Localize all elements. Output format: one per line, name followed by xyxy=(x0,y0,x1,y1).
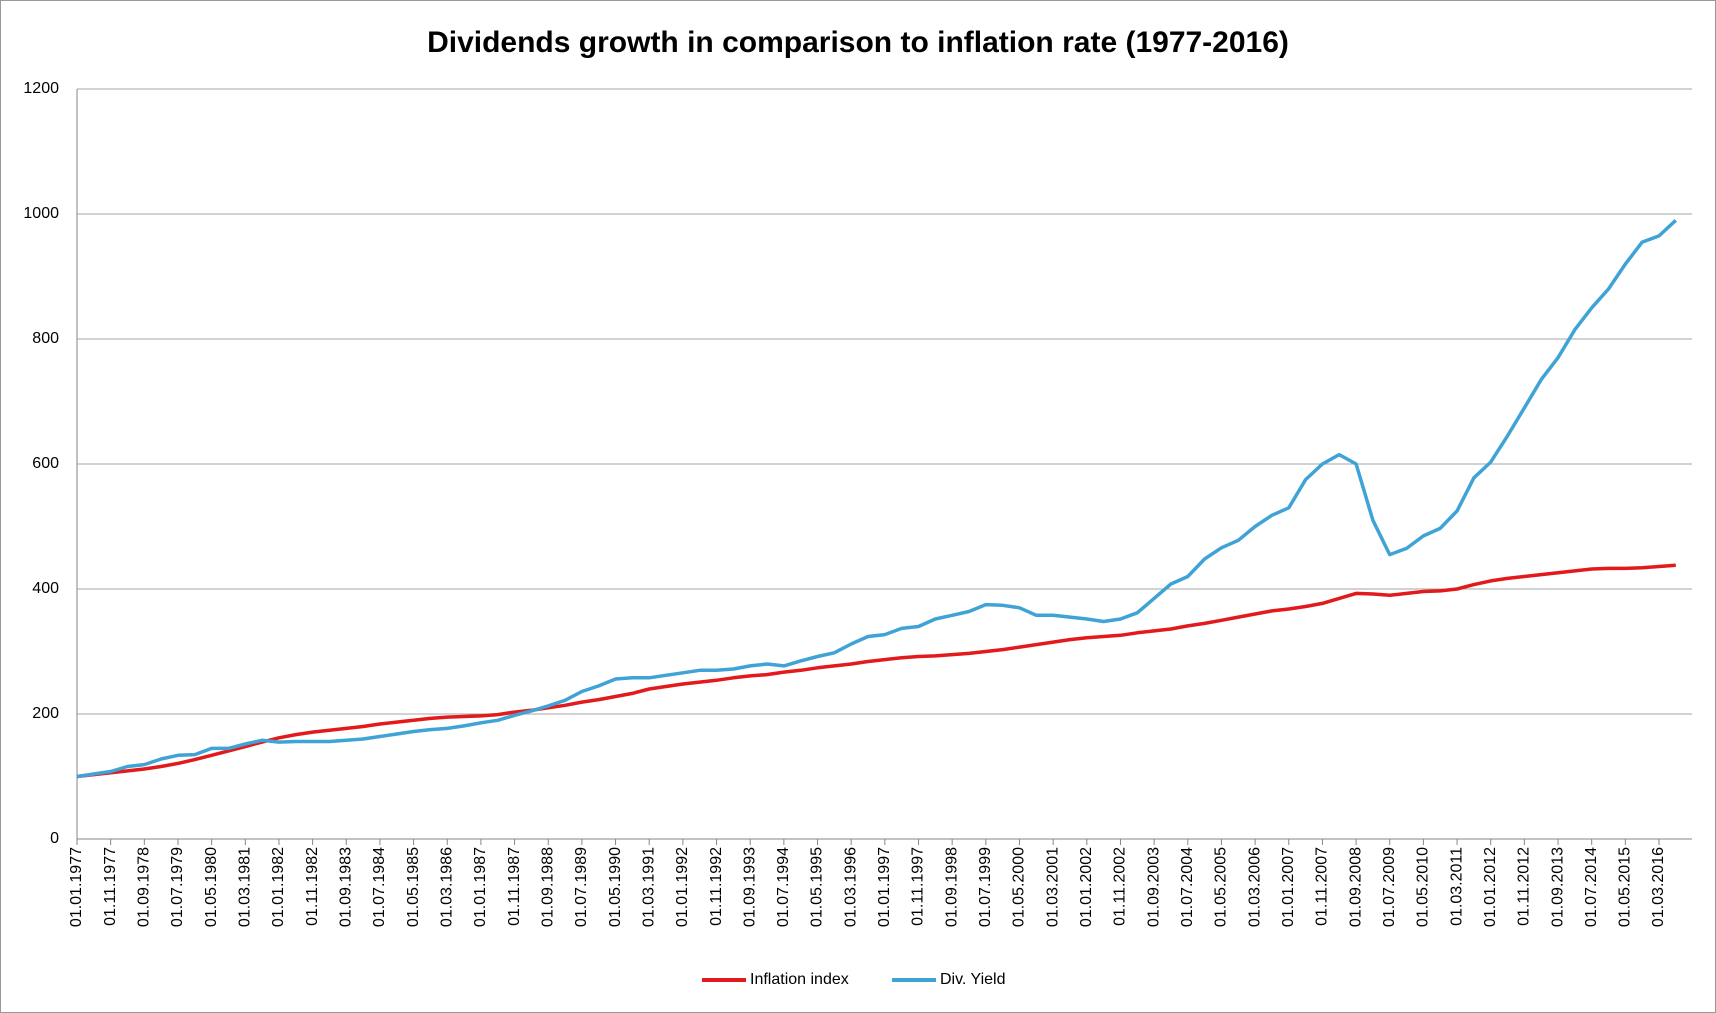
x-tick-label: 01.03.1996 xyxy=(842,847,859,927)
x-tick-label: 01.05.1990 xyxy=(607,847,624,927)
x-tick-label: 01.07.1984 xyxy=(371,847,388,927)
x-tick-label: 01.11.1992 xyxy=(708,847,725,926)
x-tick-label: 01.07.1989 xyxy=(573,847,590,927)
x-tick-label: 01.01.1997 xyxy=(876,847,893,927)
series-line xyxy=(76,219,1677,779)
x-tick-label: 01.11.1987 xyxy=(506,847,523,926)
x-tick-label: 01.03.2016 xyxy=(1650,847,1667,927)
legend-label: Inflation index xyxy=(750,971,849,988)
x-tick-label: 01.07.2014 xyxy=(1583,847,1600,927)
legend-label: Div. Yield xyxy=(940,971,1006,988)
x-tick-label: 01.05.2015 xyxy=(1617,847,1634,927)
x-tick-label: 01.05.2010 xyxy=(1415,847,1432,927)
x-tick-label: 01.09.2003 xyxy=(1145,847,1162,927)
y-tick-label: 0 xyxy=(50,830,59,847)
x-tick-label: 01.07.1994 xyxy=(775,847,792,927)
x-tick-label: 01.01.2007 xyxy=(1280,847,1297,927)
x-tick-label: 01.01.2012 xyxy=(1482,847,1499,927)
chart-title: Dividends growth in comparison to inflat… xyxy=(427,26,1289,59)
x-tick-label: 01.05.2005 xyxy=(1213,847,1230,927)
x-tick-label: 01.09.2008 xyxy=(1347,847,1364,927)
x-tick-label: 01.03.2006 xyxy=(1246,847,1263,927)
x-tick-label: 01.05.1985 xyxy=(405,847,422,927)
x-tick-label: 01.05.1980 xyxy=(203,847,220,927)
x-tick-label: 01.01.1982 xyxy=(270,847,287,927)
x-tick-label: 01.11.1977 xyxy=(102,847,119,926)
x-tick-label: 01.01.2002 xyxy=(1078,847,1095,927)
x-tick-label: 01.11.2007 xyxy=(1314,847,1331,926)
x-tick-label: 01.03.2001 xyxy=(1044,847,1061,927)
x-tick-label: 01.11.1997 xyxy=(910,847,927,926)
x-tick-label: 01.11.1982 xyxy=(304,847,321,926)
y-tick-label: 800 xyxy=(32,330,59,347)
x-tick-label: 01.03.1991 xyxy=(640,847,657,927)
x-tick-label: 01.11.2002 xyxy=(1112,847,1129,926)
y-tick-label: 600 xyxy=(32,455,59,472)
x-tick-label: 01.01.1992 xyxy=(674,847,691,927)
x-tick-label: 01.03.1981 xyxy=(237,847,254,927)
series-line xyxy=(76,563,1676,779)
x-tick-label: 01.09.1998 xyxy=(943,847,960,927)
x-tick-label: 01.03.1986 xyxy=(438,847,455,927)
x-tick-label: 01.01.1987 xyxy=(472,847,489,927)
x-tick-label: 01.07.2009 xyxy=(1381,847,1398,927)
x-tick-label: 01.09.1978 xyxy=(136,847,153,927)
y-tick-label: 1200 xyxy=(23,80,59,97)
x-tick-label: 01.05.1995 xyxy=(809,847,826,927)
y-tick-label: 1000 xyxy=(23,205,59,222)
x-tick-label: 01.07.1999 xyxy=(977,847,994,927)
x-tick-label: 01.09.1983 xyxy=(337,847,354,927)
x-tick-label: 01.09.1988 xyxy=(539,847,556,927)
x-tick-label: 01.07.2004 xyxy=(1179,847,1196,927)
x-tick-label: 01.01.1977 xyxy=(68,847,85,927)
x-tick-label: 01.03.2011 xyxy=(1448,847,1465,926)
y-tick-label: 200 xyxy=(32,705,59,722)
x-tick-label: 01.09.1993 xyxy=(741,847,758,927)
x-tick-label: 01.09.2013 xyxy=(1549,847,1566,927)
y-tick-label: 400 xyxy=(32,580,59,597)
x-tick-label: 01.11.2012 xyxy=(1516,847,1533,926)
x-tick-label: 01.05.2000 xyxy=(1011,847,1028,927)
x-tick-label: 01.07.1979 xyxy=(169,847,186,927)
